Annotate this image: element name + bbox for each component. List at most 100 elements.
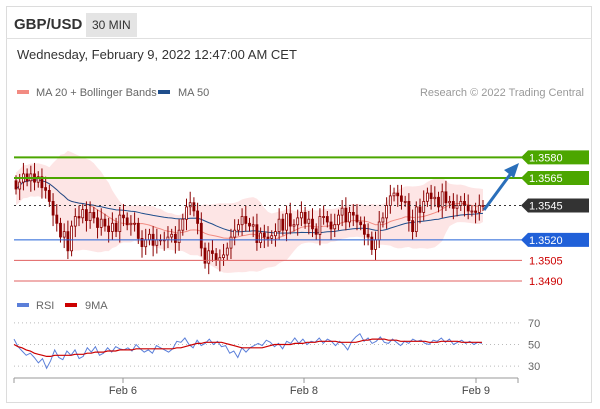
time-axis-label: Feb 6 (109, 385, 137, 397)
candle-body (62, 231, 66, 238)
candle-body (299, 211, 303, 219)
level-tag: 1.3580 (521, 150, 589, 165)
candle-body (222, 254, 225, 258)
candle-body (359, 221, 363, 226)
candle-body (88, 211, 92, 221)
candle-body (433, 196, 437, 200)
candle-body (40, 176, 44, 189)
candle-body (255, 224, 259, 243)
candle-body (440, 191, 444, 208)
candle-body (259, 232, 263, 244)
candle-body (266, 236, 270, 239)
level-tag-box (521, 198, 589, 213)
level-tag-box (521, 150, 589, 165)
candle-body (414, 206, 418, 232)
candle-body (344, 207, 348, 223)
forecast-arrow (482, 163, 519, 211)
candle-body (366, 233, 370, 238)
candle-body (448, 200, 452, 204)
level-tag-box (521, 171, 589, 186)
candle-body (77, 216, 81, 219)
candle-body (229, 236, 233, 249)
level-tag-text: 1.3580 (529, 152, 563, 164)
candle-body (348, 211, 352, 223)
candle-body (147, 233, 151, 241)
header-divider (6, 38, 592, 39)
candle-body (99, 218, 103, 228)
candle-body (437, 196, 440, 208)
candle-body (466, 205, 470, 212)
candle-body (396, 192, 400, 197)
candle-body (66, 231, 70, 252)
legend-9ma-label: 9MA (85, 300, 108, 312)
legend-ma50-swatch (158, 90, 170, 94)
level-tag: 1.3565 (521, 171, 589, 186)
candle-body (329, 221, 333, 230)
price-levels: 1.3580 1.3565 1.3545 1.3520 1.3505 1.3490 (14, 150, 589, 288)
candle-body (474, 210, 478, 213)
candle-body (188, 202, 192, 208)
candle-body (288, 213, 292, 227)
candle-body (59, 222, 62, 238)
candle-body (451, 200, 455, 209)
candle-body (51, 200, 55, 216)
candle-body (111, 222, 114, 232)
level-tag-text: 1.3520 (529, 235, 563, 247)
candle-body (18, 181, 22, 190)
candle-body (240, 216, 244, 226)
candle-body (196, 210, 200, 224)
candle-body (73, 216, 77, 227)
candle-body (333, 224, 337, 230)
rsi-9ma-line (13, 338, 482, 357)
candle-body (355, 214, 359, 223)
candle-body (307, 218, 311, 224)
candle-body (411, 220, 415, 233)
candle-body (210, 250, 214, 254)
candle-body (322, 216, 326, 218)
legend-rsi-swatch (17, 303, 29, 307)
candle-body (133, 222, 137, 225)
legend-ma20-swatch (17, 90, 29, 94)
candle-body (273, 231, 277, 237)
candle-body (203, 247, 207, 264)
candle-body (214, 253, 218, 261)
candle-body (418, 206, 422, 213)
candle-body (107, 225, 110, 233)
candle-body (311, 218, 314, 230)
time-axis-label: Feb 8 (290, 385, 318, 397)
candle-body (362, 224, 366, 235)
candle-body (81, 209, 85, 219)
candle-body (459, 200, 463, 206)
candle-body (144, 239, 148, 248)
candle-body (47, 189, 51, 202)
candle-body (351, 211, 355, 216)
candle-body (103, 218, 107, 227)
candle-body (14, 180, 18, 190)
level-tag-text: 1.3545 (529, 200, 563, 212)
candle-body (207, 250, 211, 264)
candle-body (370, 236, 374, 250)
legend-ma20-label: MA 20 + Bollinger Bands (36, 87, 157, 99)
candle-body (225, 247, 229, 256)
candle-body (140, 237, 144, 247)
candle-body (336, 214, 340, 226)
candle-body (477, 205, 481, 213)
timeframe-badge[interactable]: 30 MIN (86, 13, 137, 37)
price-plot (14, 150, 485, 275)
candle-body (403, 200, 407, 203)
level-tag: 1.3505 (529, 255, 563, 267)
candle-body (192, 202, 196, 212)
candle-body (199, 222, 203, 249)
time-axis: Feb 6 Feb 8 Feb 9 (13, 377, 519, 397)
candle-body (114, 222, 118, 232)
legend-ma50-label: MA 50 (178, 87, 209, 99)
candle-body (385, 205, 389, 219)
candle-body (251, 224, 255, 227)
candle-body (325, 216, 329, 223)
candle-body (470, 210, 474, 213)
candle-body (136, 222, 140, 239)
rsi-plot: 70 50 30 (13, 318, 540, 373)
candle-body (374, 239, 377, 250)
candle-body (481, 205, 485, 207)
candle-body (407, 200, 411, 221)
